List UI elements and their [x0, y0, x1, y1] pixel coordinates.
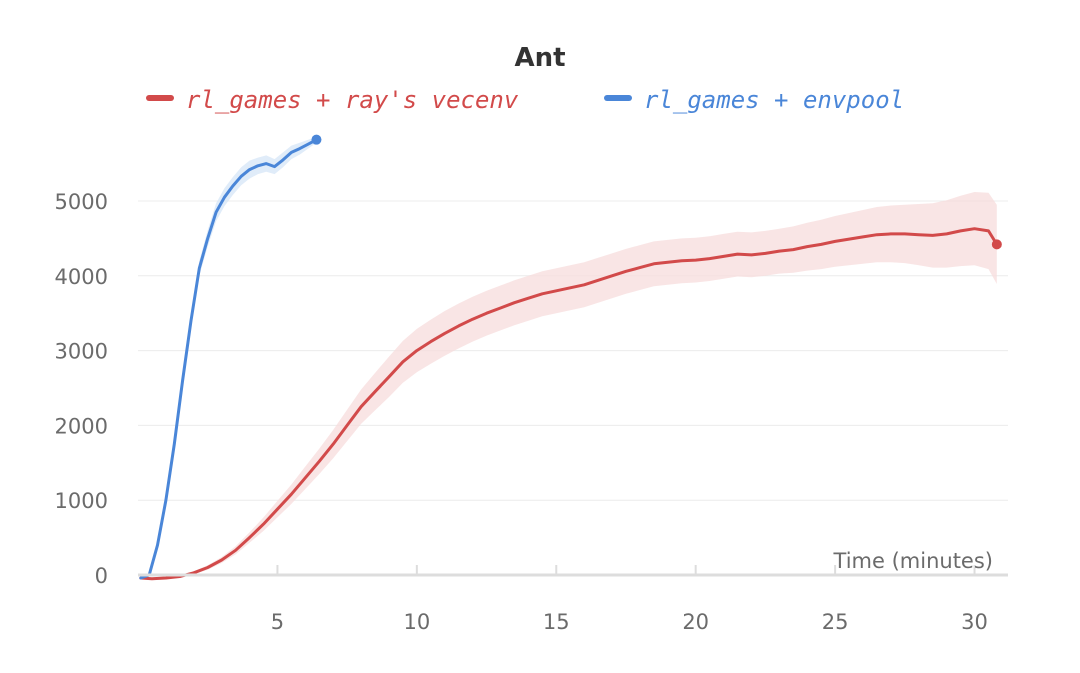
legend-swatch-series-0	[146, 95, 174, 101]
y-axis-ticks: 0 1000 2000 3000 4000 5000	[55, 190, 108, 588]
line-series-1	[139, 138, 318, 580]
y-tick-label: 0	[95, 564, 108, 588]
x-tick-label: 30	[961, 610, 988, 634]
x-tick-label: 20	[682, 610, 709, 634]
y-tick-label: 3000	[55, 340, 108, 364]
x-axis-ticks: 5 10 15 20 25 30	[271, 565, 988, 634]
y-tick-label: 1000	[55, 489, 108, 513]
series-lines	[139, 138, 999, 581]
chart-title: Ant	[514, 43, 565, 73]
legend-swatch-series-1	[604, 95, 632, 101]
x-tick-label: 5	[271, 610, 284, 634]
legend: rl_games + ray's vecenv rl_games + envpo…	[146, 86, 904, 114]
y-tick-label: 5000	[55, 190, 108, 214]
band-series-0	[140, 192, 997, 580]
x-tick-label: 15	[543, 610, 570, 634]
x-axis-label: Time (minutes)	[833, 549, 993, 573]
band-series-1	[140, 136, 317, 579]
confidence-bands	[140, 136, 997, 580]
endpoint-series-1	[311, 134, 322, 145]
y-tick-label: 2000	[55, 414, 108, 438]
y-tick-label: 4000	[55, 265, 108, 289]
legend-label-series-0: rl_games + ray's vecenv	[186, 86, 519, 114]
grid	[138, 200, 1008, 501]
x-tick-label: 25	[822, 610, 849, 634]
x-tick-label: 10	[403, 610, 430, 634]
line-series-0	[139, 227, 999, 581]
legend-label-series-1: rl_games + envpool	[644, 86, 904, 114]
endpoint-series-0	[991, 239, 1002, 250]
series-endpoints	[311, 134, 1002, 250]
